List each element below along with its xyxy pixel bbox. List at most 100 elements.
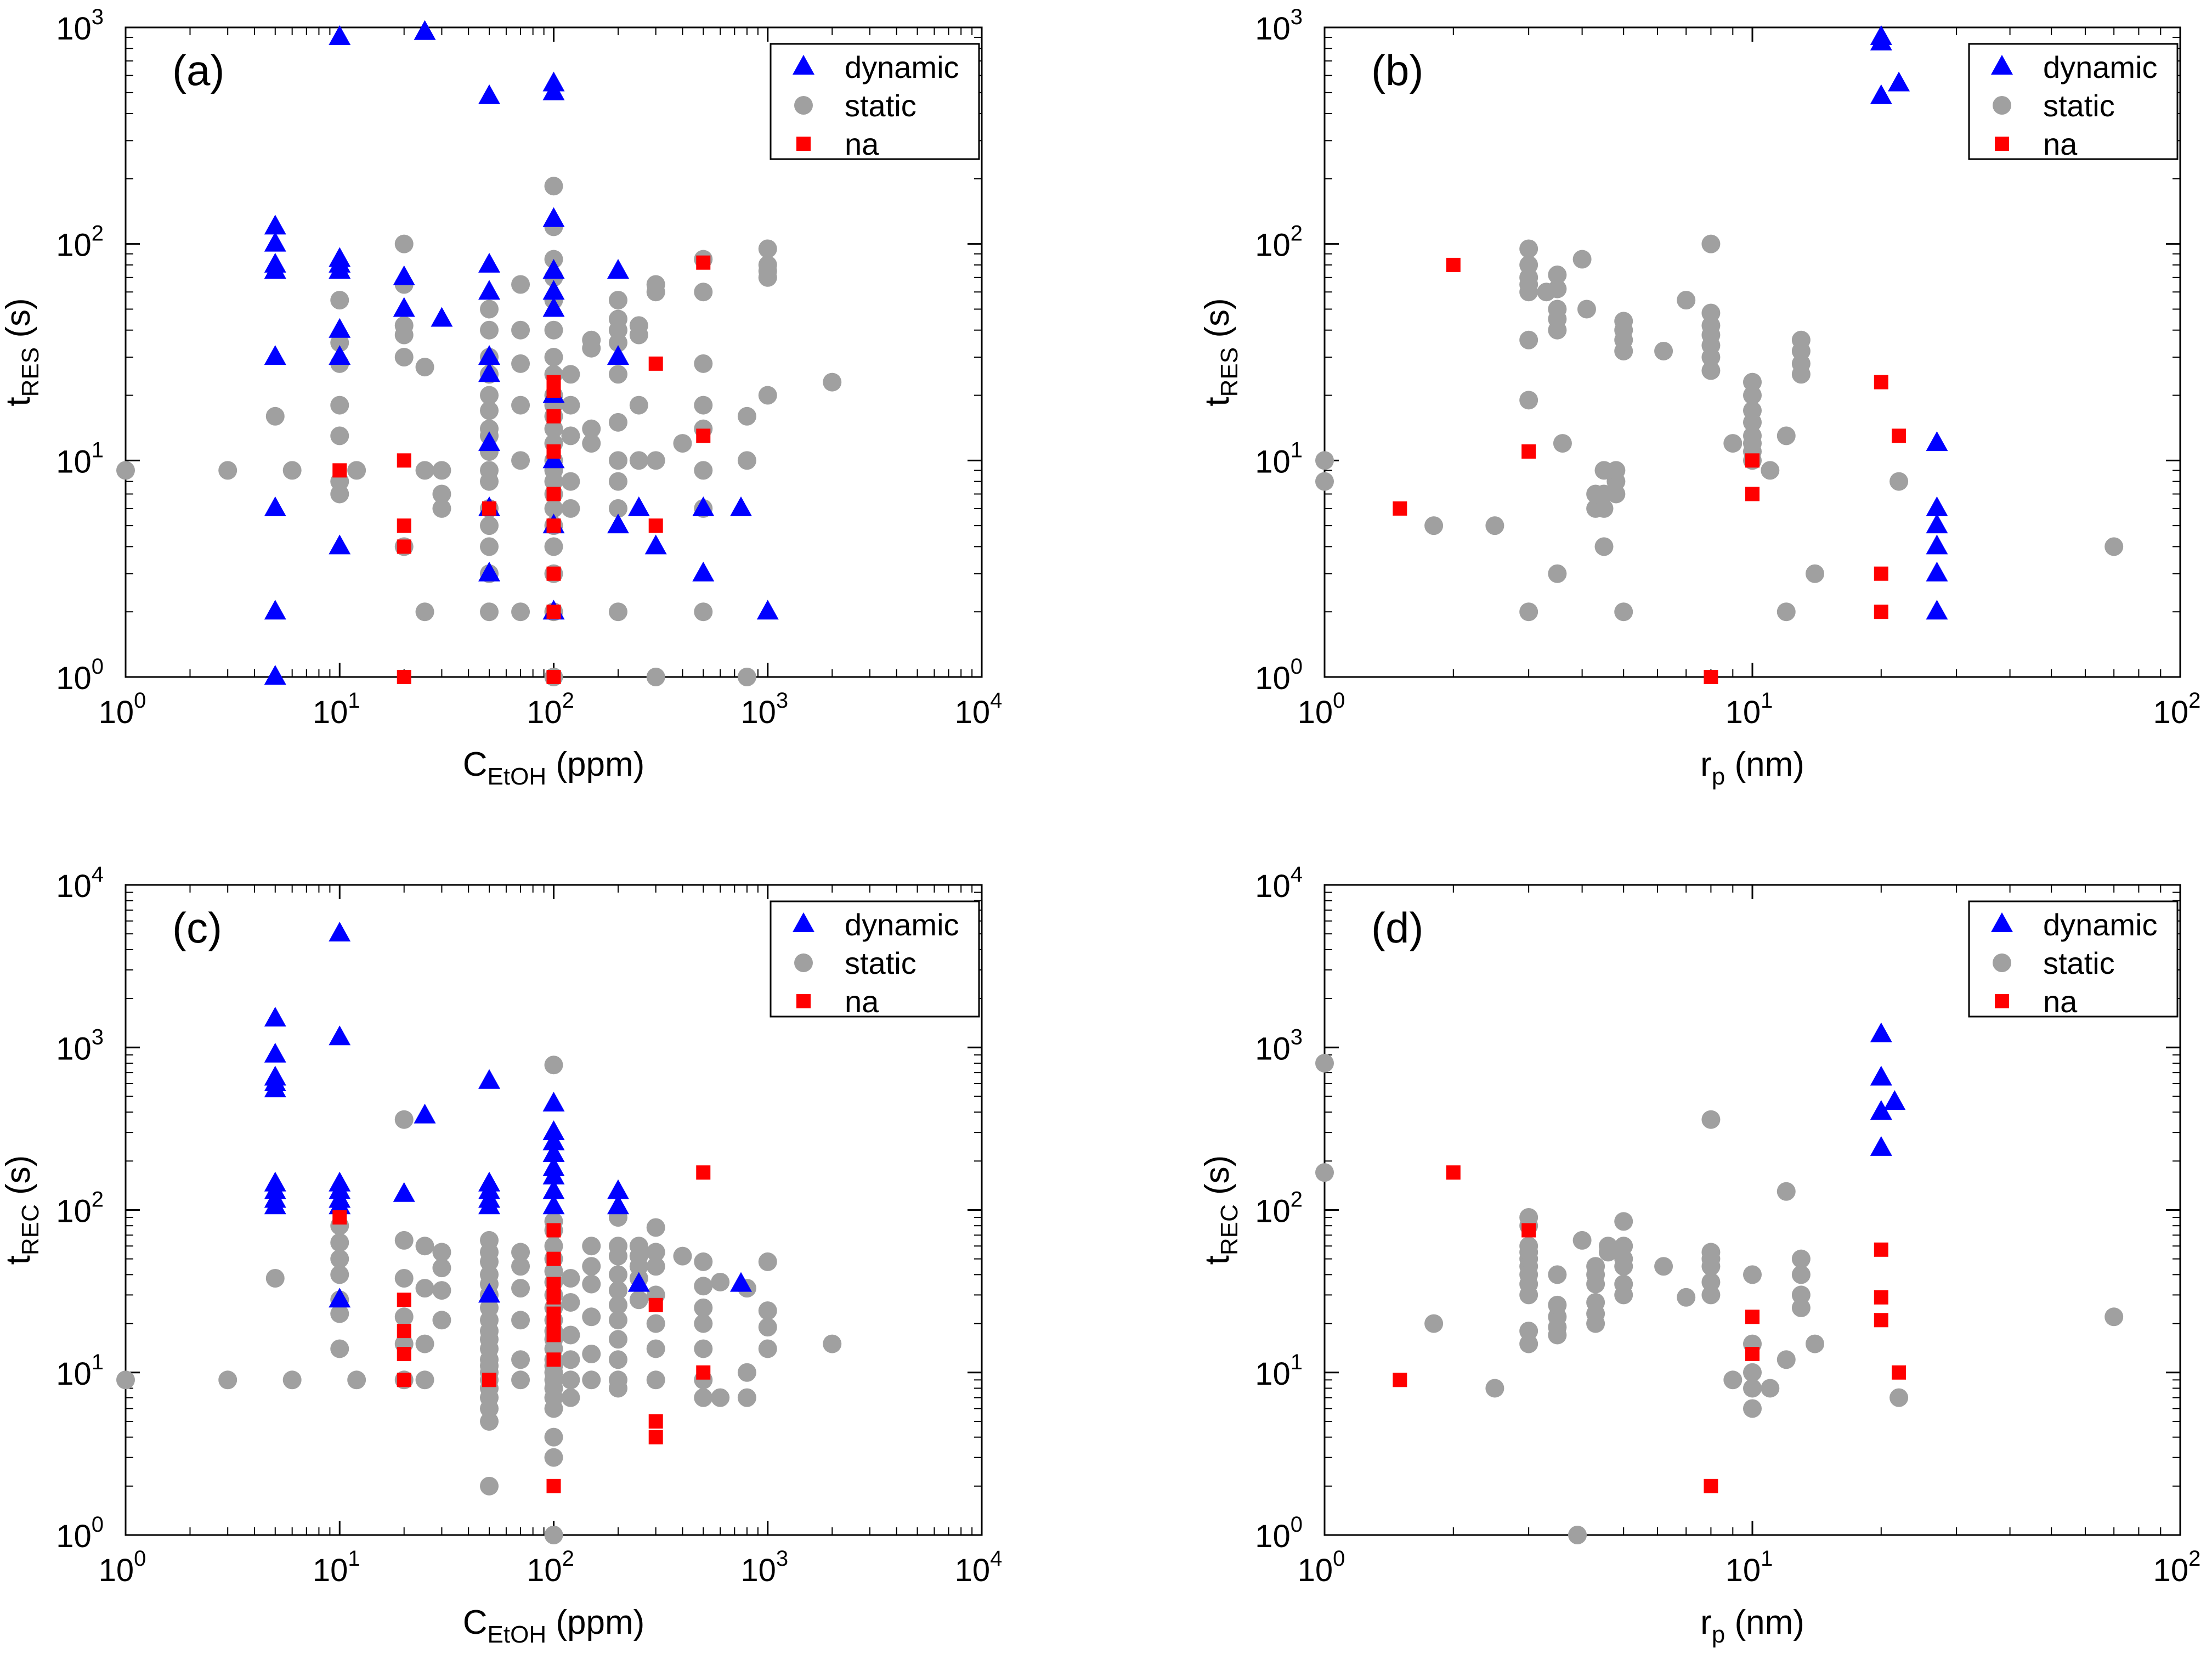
data-point-na bbox=[1874, 1242, 1888, 1257]
data-point-na bbox=[1521, 444, 1536, 459]
data-point-static bbox=[1594, 537, 1614, 556]
data-point-static bbox=[646, 668, 665, 686]
data-point-dynamic bbox=[264, 215, 286, 235]
data-point-na bbox=[482, 501, 497, 516]
data-point-na bbox=[332, 463, 347, 478]
data-point-dynamic bbox=[329, 345, 351, 365]
data-point-dynamic bbox=[393, 265, 415, 285]
data-point-static bbox=[2104, 1307, 2124, 1327]
legend-marker-na bbox=[1995, 994, 2009, 1008]
data-point-static bbox=[629, 396, 648, 415]
data-point-static bbox=[1743, 373, 1762, 392]
data-point-static bbox=[480, 1265, 499, 1284]
legend-marker-dynamic bbox=[793, 55, 814, 75]
data-point-static bbox=[694, 1298, 713, 1317]
data-point-static bbox=[1791, 1249, 1811, 1268]
data-point-static bbox=[480, 461, 499, 480]
panel-label: (d) bbox=[1371, 904, 1423, 952]
data-point-static bbox=[646, 1370, 665, 1390]
data-point-dynamic bbox=[329, 922, 351, 942]
y-tick-label: 100 bbox=[56, 654, 104, 696]
data-point-static bbox=[1586, 1257, 1605, 1276]
data-point-na bbox=[546, 670, 561, 684]
data-point-na bbox=[1745, 487, 1760, 501]
data-point-dynamic bbox=[393, 297, 415, 317]
y-tick-label: 102 bbox=[1255, 1188, 1303, 1229]
data-point-static bbox=[480, 1231, 499, 1250]
data-point-static bbox=[673, 1246, 692, 1266]
data-point-static bbox=[1701, 1110, 1721, 1129]
data-point-static bbox=[1654, 1257, 1673, 1276]
data-point-na bbox=[397, 1324, 411, 1339]
legend-marker-dynamic bbox=[1991, 55, 2013, 75]
data-point-static bbox=[694, 1339, 713, 1358]
series-dynamic bbox=[1870, 1022, 1906, 1156]
data-point-static bbox=[544, 537, 563, 556]
data-point-static bbox=[582, 330, 601, 349]
legend-marker-static bbox=[794, 953, 813, 972]
data-point-static bbox=[694, 1277, 713, 1296]
data-point-static bbox=[711, 1388, 730, 1407]
y-tick-label: 102 bbox=[56, 222, 104, 263]
data-point-static bbox=[694, 1252, 713, 1271]
data-point-static bbox=[1777, 1350, 1796, 1369]
data-point-static bbox=[330, 396, 349, 415]
data-point-static bbox=[330, 426, 349, 445]
data-point-static bbox=[218, 461, 237, 480]
data-point-static bbox=[608, 1281, 627, 1300]
x-axis-title: CEtOH (ppm) bbox=[463, 746, 645, 790]
legend: dynamic static na bbox=[1968, 43, 2179, 161]
data-point-dynamic bbox=[542, 71, 565, 92]
panel-c: 100 101 102 103 104 100 101 102 103 104 CEtOH (ppm… bbox=[0, 862, 1002, 1648]
data-point-na bbox=[546, 566, 561, 581]
data-point-static bbox=[1614, 1249, 1633, 1268]
data-point-dynamic bbox=[542, 1130, 565, 1150]
data-point-static bbox=[561, 365, 580, 384]
x-tick-label: 104 bbox=[955, 1547, 1003, 1588]
data-point-static bbox=[646, 1257, 665, 1276]
data-point-static bbox=[415, 1237, 434, 1256]
data-point-dynamic bbox=[1870, 25, 1892, 46]
data-point-static bbox=[415, 1334, 434, 1353]
data-point-static bbox=[544, 1056, 563, 1075]
data-point-dynamic bbox=[542, 297, 565, 317]
data-point-static bbox=[608, 602, 627, 622]
data-point-static bbox=[480, 516, 499, 535]
x-tick-label: 102 bbox=[2153, 1547, 2201, 1588]
data-point-static bbox=[608, 1330, 627, 1349]
data-point-static bbox=[758, 1318, 777, 1337]
data-point-na bbox=[696, 1165, 711, 1180]
data-point-static bbox=[1424, 516, 1444, 535]
data-point-static bbox=[646, 1339, 665, 1358]
data-point-static bbox=[758, 1339, 777, 1358]
x-axis-title: rp (nm) bbox=[1700, 1604, 1804, 1648]
x-tick-label: 101 bbox=[313, 689, 360, 730]
data-point-static bbox=[561, 1268, 580, 1288]
panel-label: (c) bbox=[172, 904, 222, 952]
data-point-static bbox=[1519, 330, 1538, 349]
data-point-dynamic bbox=[393, 1182, 415, 1202]
data-point-dynamic bbox=[329, 318, 351, 338]
data-point-dynamic bbox=[1926, 561, 1948, 582]
data-point-static bbox=[432, 1311, 451, 1330]
data-point-static bbox=[1805, 564, 1824, 583]
data-point-dynamic bbox=[729, 496, 752, 516]
data-point-dynamic bbox=[478, 431, 501, 452]
data-point-static bbox=[1519, 1322, 1538, 1341]
data-point-na bbox=[332, 1210, 347, 1225]
data-point-static bbox=[608, 1311, 627, 1330]
data-point-dynamic bbox=[264, 1065, 286, 1086]
data-point-static bbox=[1519, 239, 1538, 258]
data-point-dynamic bbox=[644, 534, 667, 555]
y-tick-label: 104 bbox=[1255, 862, 1303, 904]
data-point-static bbox=[1677, 291, 1696, 310]
data-point-static bbox=[1701, 1272, 1721, 1291]
data-point-dynamic bbox=[1870, 1065, 1892, 1086]
data-point-dynamic bbox=[414, 1103, 436, 1124]
data-point-static bbox=[737, 1388, 756, 1407]
data-point-dynamic bbox=[478, 345, 501, 365]
data-point-static bbox=[561, 396, 580, 415]
data-point-static bbox=[415, 1370, 434, 1390]
data-point-static bbox=[737, 451, 756, 470]
data-point-static bbox=[330, 1304, 349, 1323]
